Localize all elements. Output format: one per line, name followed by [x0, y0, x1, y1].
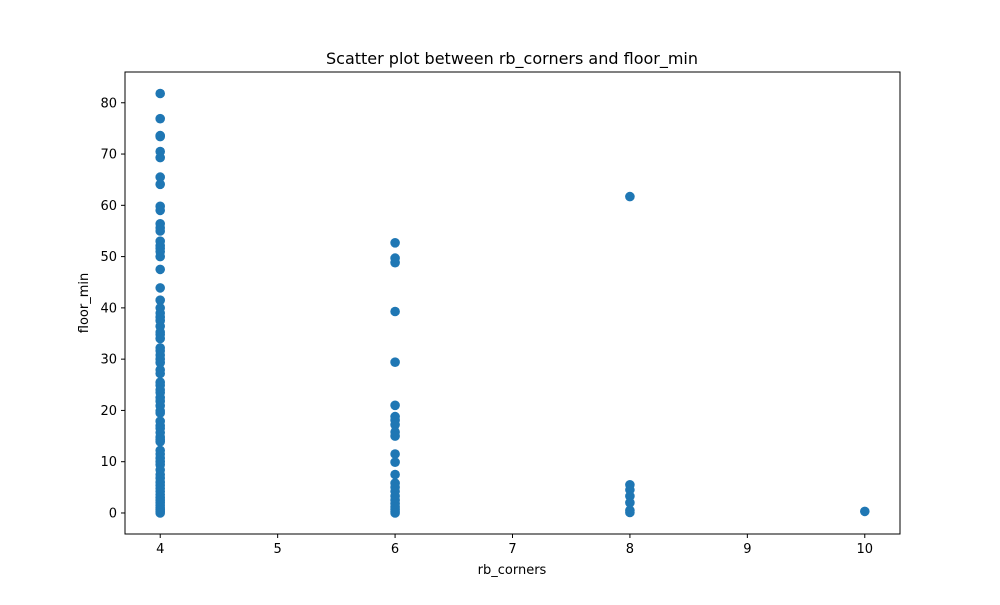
y-tick-label: 30	[100, 353, 117, 368]
scatter-point	[390, 508, 400, 518]
scatter-point	[155, 88, 165, 99]
scatter-point	[155, 179, 165, 190]
scatter-point	[155, 131, 165, 142]
y-tick-label: 20	[100, 404, 117, 419]
scatter-point	[390, 469, 400, 480]
scatter-point	[155, 283, 165, 293]
scatter-point	[155, 205, 165, 216]
y-tick-label: 0	[109, 506, 117, 521]
scatter-point	[155, 251, 165, 262]
x-tick-label: 6	[391, 542, 399, 557]
scatter-point	[155, 508, 165, 518]
y-tick-label: 10	[100, 455, 117, 470]
scatter-point	[390, 400, 400, 411]
x-tick-label: 10	[856, 542, 873, 557]
scatter-point	[155, 226, 165, 236]
scatter-point	[390, 357, 400, 368]
scatter-point	[155, 264, 165, 275]
scatter-point	[625, 507, 635, 518]
y-tick-label: 40	[100, 301, 117, 316]
y-tick-label: 70	[100, 148, 117, 163]
scatter-point	[390, 238, 400, 248]
y-tick-label: 50	[100, 250, 117, 265]
x-tick-label: 9	[743, 542, 751, 557]
y-axis-label: floor_min	[77, 273, 92, 333]
y-axis: 0 10 20 30 40 50 60 70 80	[100, 96, 125, 521]
scatter-point	[155, 152, 165, 163]
x-axis: 4 5 6 7 8 9 10	[156, 534, 873, 557]
x-tick-label: 4	[156, 542, 164, 557]
points-layer	[155, 88, 870, 518]
x-tick-label: 7	[508, 542, 516, 557]
scatter-point	[390, 420, 400, 430]
y-tick-label: 60	[100, 199, 117, 214]
scatter-point	[625, 497, 635, 508]
y-tick-label: 80	[100, 96, 117, 111]
scatter-point	[625, 491, 635, 501]
scatter-point	[155, 295, 165, 306]
scatter-point	[390, 431, 400, 441]
chart-title: Scatter plot between rb_corners and floo…	[326, 49, 698, 69]
x-tick-label: 5	[274, 542, 282, 557]
scatter-point	[155, 113, 165, 124]
scatter-point	[155, 333, 165, 344]
scatter-point	[860, 506, 870, 517]
scatter-point	[390, 457, 400, 468]
scatter-point	[155, 408, 165, 418]
scatter-point	[625, 191, 635, 202]
scatter-point	[390, 257, 400, 268]
scatter-point	[390, 306, 400, 317]
x-tick-label: 8	[626, 542, 634, 557]
scatter-point	[155, 357, 165, 368]
scatter-point	[155, 368, 165, 379]
x-axis-label: rb_corners	[478, 563, 547, 578]
scatter-point	[155, 172, 165, 182]
scatter-point	[390, 449, 400, 459]
scatter-point	[155, 436, 165, 447]
